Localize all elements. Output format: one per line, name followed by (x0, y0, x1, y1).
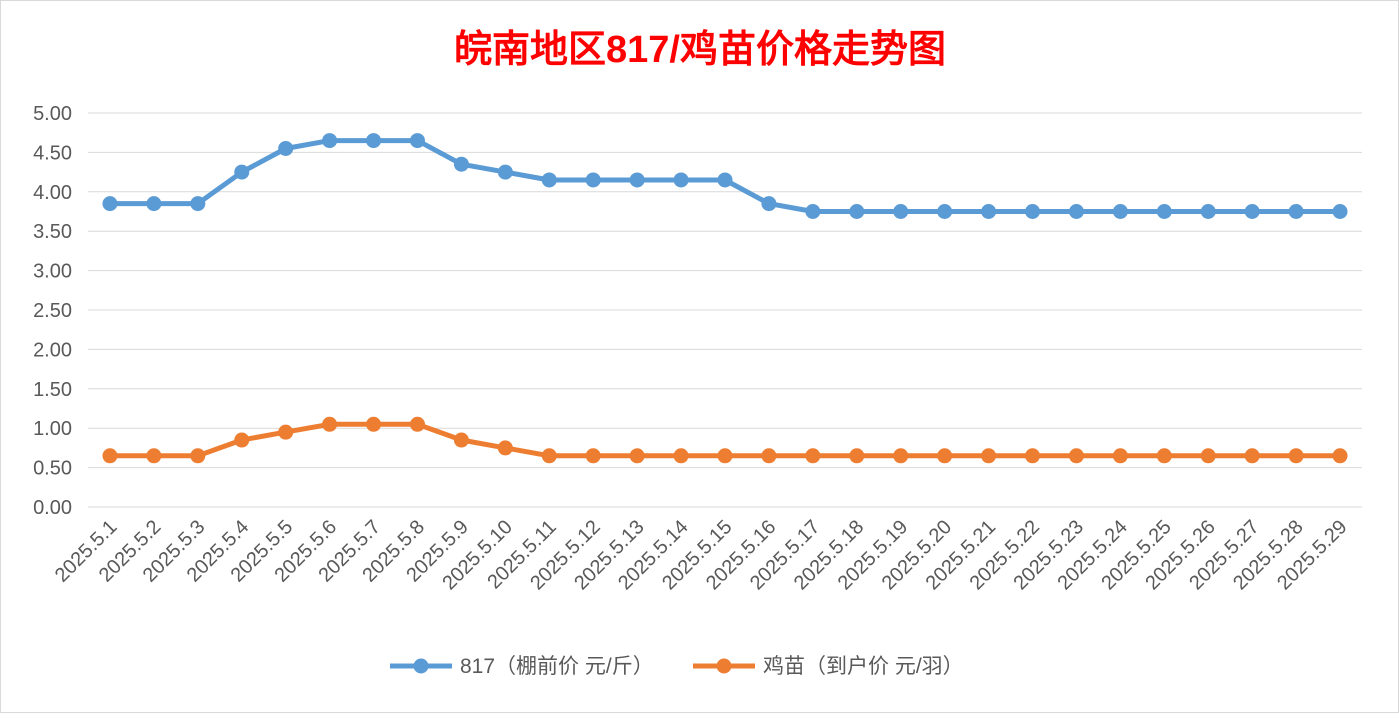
data-point (673, 448, 689, 464)
data-point (1332, 204, 1348, 219)
data-point (1288, 204, 1304, 219)
data-point (102, 448, 118, 464)
y-tick-label: 4.00 (33, 182, 72, 204)
data-point (453, 156, 469, 172)
data-point (1112, 448, 1128, 464)
data-point (102, 196, 118, 212)
data-point (190, 448, 206, 464)
legend-label: 鸡苗（到户价 元/羽） (763, 655, 964, 678)
y-tick-label: 0.50 (33, 458, 72, 480)
data-point (805, 204, 821, 219)
data-point (981, 448, 997, 464)
data-point (673, 172, 689, 188)
data-point (278, 140, 294, 156)
data-point (146, 196, 162, 212)
data-point (541, 448, 557, 464)
y-tick-label: 1.50 (33, 379, 72, 401)
data-point (190, 196, 206, 212)
data-point (1200, 448, 1216, 464)
y-tick-label: 3.00 (33, 261, 72, 283)
data-point (366, 133, 382, 149)
data-point (717, 448, 733, 464)
data-point (1288, 448, 1304, 464)
data-point (981, 204, 997, 219)
y-tick-label: 2.50 (33, 300, 72, 322)
data-point (805, 448, 821, 464)
data-point (629, 172, 645, 188)
data-point (893, 448, 909, 464)
data-point (849, 204, 865, 219)
data-point (1244, 204, 1260, 219)
legend-swatch-marker (716, 658, 732, 674)
data-point (1244, 448, 1260, 464)
data-point (497, 164, 513, 180)
data-point (761, 196, 777, 212)
data-point (409, 416, 425, 432)
data-point (1112, 204, 1128, 219)
data-point (1068, 448, 1084, 464)
data-point (893, 204, 909, 219)
data-point (717, 172, 733, 188)
data-point (937, 448, 953, 464)
series-group (102, 133, 1348, 464)
data-point (453, 432, 469, 448)
legend: 817（棚前价 元/斤） 鸡苗（到户价 元/羽） (390, 655, 964, 678)
data-point (849, 448, 865, 464)
data-point (234, 432, 250, 448)
y-axis-tick-labels: 0.00 0.50 1.00 1.50 2.00 2.50 3.00 3.50 4.00 4.50… (33, 103, 72, 519)
legend-label: 817（棚前价 元/斤） (460, 655, 654, 678)
data-point (234, 164, 250, 180)
data-point (322, 416, 338, 432)
y-tick-label: 2.00 (33, 339, 72, 361)
data-point (409, 133, 425, 149)
y-tick-label: 3.50 (33, 221, 72, 243)
y-tick-label: 1.00 (33, 418, 72, 440)
y-tick-label: 4.50 (33, 142, 72, 164)
data-point (1332, 448, 1348, 464)
data-point (366, 416, 382, 432)
y-tick-label: 5.00 (33, 103, 72, 125)
data-point (937, 204, 953, 219)
data-point (146, 448, 162, 464)
data-point (629, 448, 645, 464)
data-point (1025, 204, 1041, 219)
data-point (1025, 448, 1041, 464)
legend-swatch-marker (413, 658, 429, 674)
data-point (761, 448, 777, 464)
data-point (278, 424, 294, 440)
data-point (585, 448, 601, 464)
data-point (1068, 204, 1084, 219)
data-point (1156, 448, 1172, 464)
data-point (585, 172, 601, 188)
y-tick-label: 0.00 (33, 497, 72, 519)
data-point (541, 172, 557, 188)
data-point (497, 440, 513, 456)
data-point (1156, 204, 1172, 219)
chart-title: 皖南地区817/鸡苗价格走势图 (454, 29, 946, 71)
data-point (1200, 204, 1216, 219)
data-point (322, 133, 338, 149)
